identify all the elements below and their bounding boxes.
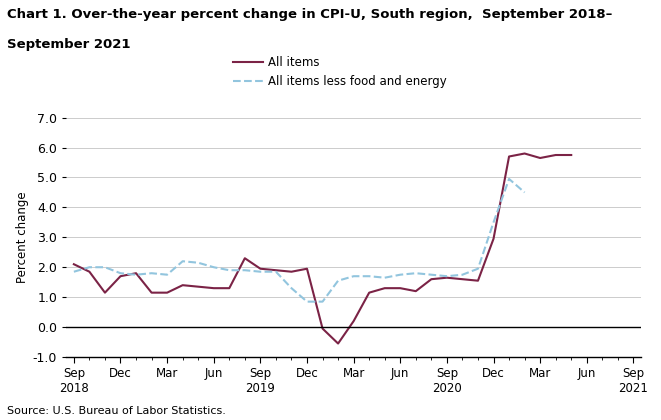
Text: Source: U.S. Bureau of Labor Statistics.: Source: U.S. Bureau of Labor Statistics. [7, 406, 225, 416]
All items less food and energy [116, 270, 124, 276]
Line: All items: All items [74, 153, 571, 344]
All items [256, 266, 264, 271]
All items [567, 152, 575, 158]
All items [490, 236, 498, 241]
All items [70, 262, 78, 267]
All items [241, 256, 249, 261]
All items less food and energy [210, 265, 217, 270]
All items [147, 290, 155, 295]
All items [132, 270, 140, 276]
All items [521, 151, 529, 156]
All items less food and energy [521, 190, 529, 195]
Legend: All items, All items less food and energy: All items, All items less food and energ… [233, 56, 447, 88]
All items less food and energy [241, 268, 249, 273]
All items less food and energy [366, 274, 373, 279]
All items [381, 286, 389, 291]
All items [319, 326, 327, 331]
All items [101, 290, 109, 295]
All items [412, 289, 420, 294]
All items less food and energy [70, 269, 78, 274]
All items [505, 154, 513, 159]
All items less food and energy [194, 260, 202, 265]
All items less food and energy [85, 265, 93, 270]
All items [85, 269, 93, 274]
All items less food and energy [428, 272, 436, 277]
All items [178, 283, 186, 288]
All items [303, 266, 311, 271]
All items [194, 284, 202, 289]
All items less food and energy [101, 265, 109, 270]
All items less food and energy [350, 274, 358, 279]
All items less food and energy [412, 270, 420, 276]
All items [428, 277, 436, 282]
All items [116, 274, 124, 279]
All items less food and energy [474, 266, 482, 271]
All items less food and energy [272, 269, 280, 274]
All items [210, 286, 217, 291]
All items less food and energy [178, 259, 186, 264]
Line: All items less food and energy: All items less food and energy [74, 179, 525, 302]
All items less food and energy [334, 278, 342, 283]
All items less food and energy [132, 272, 140, 277]
All items less food and energy [397, 272, 405, 277]
All items [366, 290, 373, 295]
All items [272, 268, 280, 273]
All items [443, 275, 451, 280]
All items [350, 318, 358, 323]
All items less food and energy [490, 220, 498, 225]
Y-axis label: Percent change: Percent change [15, 192, 28, 283]
All items less food and energy [303, 299, 311, 304]
All items less food and energy [147, 270, 155, 276]
All items less food and energy [381, 275, 389, 280]
All items less food and energy [319, 299, 327, 304]
All items less food and energy [443, 274, 451, 279]
All items [536, 155, 544, 160]
All items less food and energy [288, 286, 295, 291]
All items [163, 290, 171, 295]
Text: September 2021: September 2021 [7, 38, 130, 51]
All items less food and energy [163, 272, 171, 277]
All items less food and energy [256, 269, 264, 274]
All items less food and energy [459, 272, 467, 277]
All items [334, 341, 342, 346]
All items [397, 286, 405, 291]
All items [225, 286, 233, 291]
All items [288, 269, 295, 274]
All items [552, 152, 560, 158]
All items [474, 278, 482, 283]
All items less food and energy [505, 176, 513, 181]
All items less food and energy [225, 268, 233, 273]
Text: Chart 1. Over-the-year percent change in CPI-U, South region,  September 2018–: Chart 1. Over-the-year percent change in… [7, 8, 612, 21]
All items [459, 277, 467, 282]
